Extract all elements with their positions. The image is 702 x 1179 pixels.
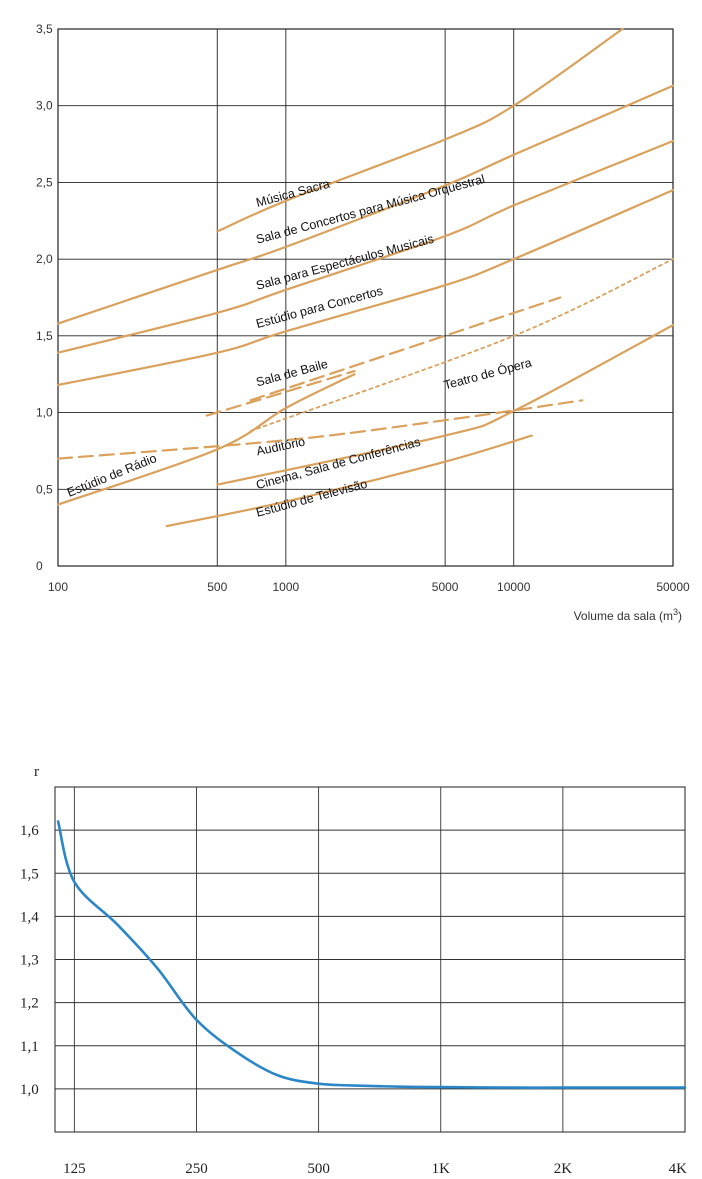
series-line-sala-de-baile xyxy=(205,370,356,417)
chart2-x-tick-label: 2K xyxy=(554,1161,573,1177)
series-line-sala-para-espectaculos-musicais xyxy=(56,139,675,354)
reverberation-ratio-frequency-chart: 1,0 1,1 1,2 1,3 1,4 1,5 1,6 125 250 500 1K 2K 4K r xyxy=(20,764,687,1177)
curve-label-musica-sacra: Música Sacra xyxy=(255,177,332,210)
chart1-x-tick-label: 100 xyxy=(48,580,68,594)
chart2-x-tick-label: 4K xyxy=(669,1161,688,1177)
chart2-x-tick-label: 500 xyxy=(307,1161,330,1177)
chart2-y-tick-label: 1,6 xyxy=(20,823,39,839)
chart1-x-tick-label: 1000 xyxy=(273,580,300,594)
chart2-y-tick-label: 1,3 xyxy=(20,953,39,969)
chart1-y-tick-label: 0 xyxy=(36,559,43,573)
chart1-y-tick-label: 0,5 xyxy=(36,482,53,496)
series-line-teatro-de-opera xyxy=(249,258,674,432)
chart2-y-tick-label: 1,5 xyxy=(20,866,39,882)
chart2-x-tick-label: 1K xyxy=(432,1161,451,1177)
chart1-x-tick-label: 5000 xyxy=(432,580,459,594)
chart1-x-tick-label: 50000 xyxy=(656,580,690,594)
chart1-y-tick-label: 3,5 xyxy=(36,22,53,36)
chart2-x-tick-label: 125 xyxy=(63,1161,86,1177)
chart1-series xyxy=(56,27,675,528)
chart2-y-tick-label: 1,4 xyxy=(20,909,39,925)
chart1-y-tick-labels: 0 0,5 1,0 1,5 2,0 2,5 3,0 3,5 xyxy=(36,22,53,573)
chart2-y-tick-labels: 1,0 1,1 1,2 1,3 1,4 1,5 1,6 xyxy=(20,823,39,1098)
series-line-estudio-de-televisao xyxy=(165,434,533,528)
curve-label-teatro-de-opera: Teatro de Ópera xyxy=(442,355,533,393)
series-line-musica-sacra xyxy=(216,27,624,233)
chart2-series xyxy=(56,820,687,1089)
chart1-y-tick-label: 2,0 xyxy=(36,252,53,266)
chart1-y-tick-label: 1,0 xyxy=(36,406,53,420)
series-line-estudio-de-radio xyxy=(56,373,356,506)
curve-label-estudio-para-concertos: Estúdio para Concertos xyxy=(255,284,385,331)
chart1-x-tick-label: 500 xyxy=(207,580,227,594)
series-line-estudio-para-concertos xyxy=(56,189,675,387)
chart1-x-tick-label: 10000 xyxy=(497,580,531,594)
chart2-y-tick-label: 1,1 xyxy=(20,1039,39,1055)
series-line-r xyxy=(56,820,687,1089)
chart2-y-tick-label: 1,0 xyxy=(20,1082,39,1098)
chart1-x-tick-labels: 100 500 1000 5000 10000 50000 xyxy=(48,580,690,594)
series-line-auditorio xyxy=(56,399,584,460)
chart1-y-tick-label: 2,5 xyxy=(36,175,53,189)
chart1-y-tick-label: 3,0 xyxy=(36,99,53,113)
series-line-cinema-sala-de-conferencias xyxy=(216,324,675,486)
curve-label-auditorio: Auditório xyxy=(255,435,306,459)
curve-label-sala-de-baile: Sala de Baile xyxy=(255,357,330,390)
chart2-y-tick-label: 1,2 xyxy=(20,996,39,1012)
chart1-x-axis-label: Volume da sala (m3) xyxy=(574,607,682,623)
series-line-series xyxy=(249,296,562,402)
curve-label-sala-de-concertos-para-musica-orquestral: Sala de Concertos para Música Orquestral xyxy=(255,172,487,247)
chart1-plot-frame xyxy=(57,28,674,567)
series-line-sala-de-concertos-para-musica-orquestral xyxy=(56,84,675,325)
chart2-grid xyxy=(54,786,686,1133)
chart2-x-tick-label: 250 xyxy=(185,1161,208,1177)
curve-label-sala-para-espectaculos-musicais: Sala para Espectáculos Musicais xyxy=(255,232,436,293)
chart1-grid xyxy=(57,28,674,567)
chart2-x-tick-labels: 125 250 500 1K 2K 4K xyxy=(63,1161,687,1177)
chart1-y-tick-label: 1,5 xyxy=(36,329,53,343)
chart2-y-axis-label: r xyxy=(34,764,39,780)
